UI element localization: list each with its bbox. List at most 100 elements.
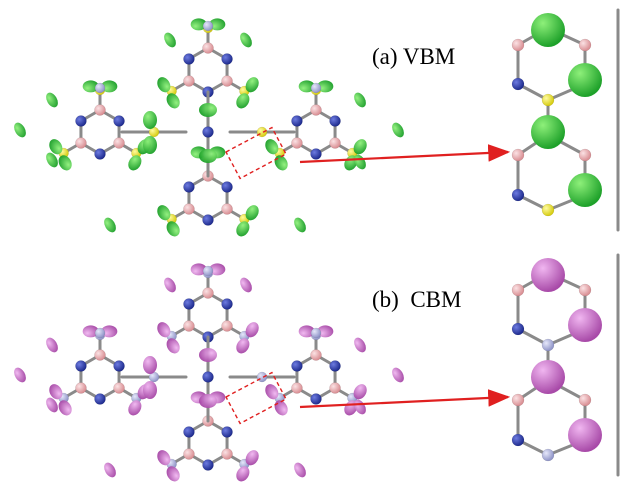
orbital-lobe xyxy=(14,367,26,383)
orbital-lobe xyxy=(245,77,259,93)
orbital-lobe xyxy=(236,221,250,237)
orbital-lobe xyxy=(190,18,207,31)
vbm-panel xyxy=(14,8,620,237)
atom-lav xyxy=(310,327,322,339)
orbital-lobe xyxy=(354,92,366,108)
ring-0 xyxy=(157,263,259,354)
atom-blue xyxy=(329,360,341,372)
zoom-strip xyxy=(511,8,620,232)
orbital-lobe xyxy=(240,277,252,293)
pointer-arrow xyxy=(299,389,511,409)
orbital-lobe xyxy=(166,221,180,237)
atom-pink xyxy=(113,137,125,149)
orbital-lobe xyxy=(245,450,259,466)
orbital-lobe xyxy=(143,381,157,399)
atom-pink xyxy=(94,104,106,116)
atom-blue xyxy=(511,188,525,202)
atom-lav xyxy=(541,448,555,462)
atom-pink xyxy=(113,382,125,394)
ring-1 xyxy=(49,325,151,416)
atom-blue xyxy=(291,360,303,372)
orbital-lobe-large xyxy=(531,115,565,149)
orbital-lobe xyxy=(46,397,58,413)
orbital-lobe xyxy=(392,367,404,383)
atom-pink xyxy=(578,38,592,52)
orbital-lobe xyxy=(245,322,259,338)
atom-pink xyxy=(329,382,341,394)
ring-2 xyxy=(265,325,367,416)
ring-links xyxy=(120,335,296,423)
atom-pink xyxy=(291,382,303,394)
orbital-lobe xyxy=(209,263,226,276)
atom-pink xyxy=(578,393,592,407)
orbital-lobe xyxy=(58,400,72,416)
orbital-lobe xyxy=(49,139,63,155)
orbital-lobe xyxy=(166,466,180,482)
atom-pink xyxy=(183,75,195,87)
atom-lav xyxy=(94,327,106,339)
orbital-lobe xyxy=(236,466,250,482)
atom-blue xyxy=(183,181,195,193)
atom-pink xyxy=(221,320,233,332)
atom-lav xyxy=(310,82,322,94)
atom-pink xyxy=(183,448,195,460)
atom-lav xyxy=(202,265,214,277)
atom-pink xyxy=(511,38,525,52)
orbital-lobe xyxy=(164,32,176,48)
atom-pink xyxy=(511,148,525,162)
atom-lav xyxy=(202,20,214,32)
atom-blue xyxy=(221,298,233,310)
orbital-lobe-large xyxy=(531,360,565,394)
atom-pink xyxy=(75,382,87,394)
orbital-lobe xyxy=(157,205,171,221)
orbital-lobe-large xyxy=(568,418,602,452)
atom-blue xyxy=(202,371,214,383)
atom-blue xyxy=(511,77,525,91)
orbital-lobe-large xyxy=(568,308,602,342)
atom-blue xyxy=(202,126,214,138)
atom-pink xyxy=(578,283,592,297)
orbital-lobe-large xyxy=(568,173,602,207)
orbital-lobe xyxy=(49,384,63,400)
atom-pink xyxy=(202,42,214,54)
orbital-lobe xyxy=(240,32,252,48)
highlight-box xyxy=(225,126,287,180)
atom-pink xyxy=(310,104,322,116)
atom-blue xyxy=(310,148,322,160)
vbm-label: (a) VBM xyxy=(372,44,456,69)
atom-pink xyxy=(310,349,322,361)
orbital-lobe-large xyxy=(531,258,565,292)
orbital-lobe xyxy=(199,149,217,163)
orbital-lobe xyxy=(101,80,118,93)
orbital-lobe xyxy=(128,400,142,416)
atom-blue xyxy=(221,426,233,438)
atom-blue xyxy=(183,298,195,310)
atom-blue xyxy=(291,115,303,127)
atom-blue xyxy=(202,459,214,471)
atom-blue xyxy=(94,148,106,160)
atom-pink xyxy=(578,148,592,162)
orbital-lobe xyxy=(392,122,404,138)
atom-yellow xyxy=(541,93,555,107)
orbital-lobe xyxy=(166,93,180,109)
orbital-lobe xyxy=(82,80,99,93)
orbital-lobe-large xyxy=(568,63,602,97)
orbital-lobe xyxy=(104,217,116,233)
atom-pink xyxy=(183,320,195,332)
zoom-strip xyxy=(511,253,620,477)
cbm-panel xyxy=(14,253,620,482)
atom-blue xyxy=(329,115,341,127)
atom-blue xyxy=(75,115,87,127)
orbital-lobe xyxy=(353,139,367,155)
atom-pink xyxy=(221,448,233,460)
orbital-lobe xyxy=(143,136,157,154)
orbital-lobe xyxy=(294,462,306,478)
atom-lav xyxy=(541,338,555,352)
orbital-lobe xyxy=(294,217,306,233)
atom-blue xyxy=(221,181,233,193)
orbital-lobe xyxy=(298,80,315,93)
orbital-lobe xyxy=(166,338,180,354)
orbital-lobe xyxy=(46,337,58,353)
atom-pink xyxy=(329,137,341,149)
